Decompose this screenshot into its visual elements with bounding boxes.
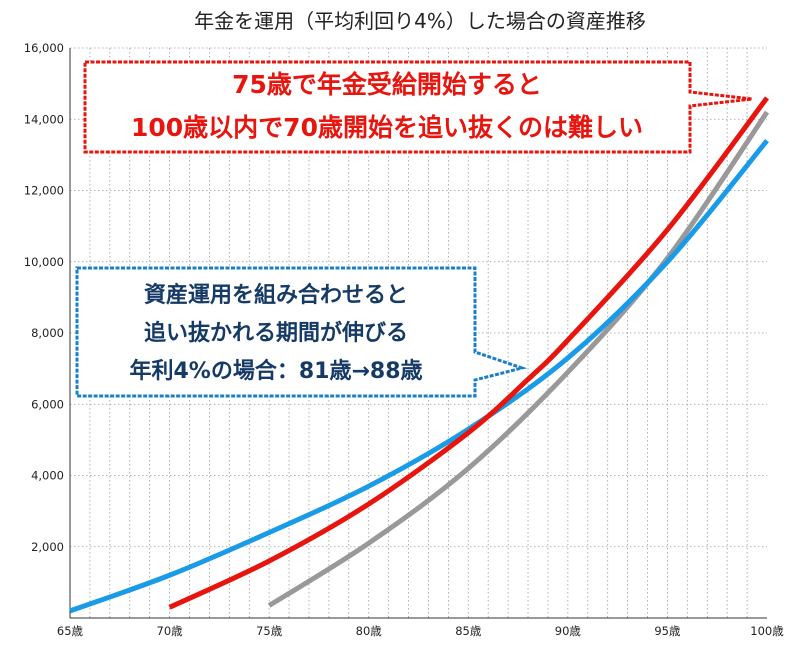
blue-callout: 資産運用を組み合わせると 追い抜かれる期間が伸びる 年利4%の場合：81歳→88… xyxy=(75,266,528,398)
x-tick-label: 70歳 xyxy=(157,624,184,638)
blue-callout-line-1: 資産運用を組み合わせると xyxy=(144,282,408,308)
gray-series-line xyxy=(267,110,770,608)
y-tick-label: 12,000 xyxy=(24,184,64,198)
blue-callout-shape xyxy=(75,266,528,398)
x-axis-ticks: 65歳 70歳 75歳 80歳 85歳 90歳 95歳 100歳 xyxy=(57,624,784,638)
blue-callout-line-2: 追い抜かれる期間が伸びる xyxy=(144,320,408,346)
red-callout: 75歳で年金受給開始すると 100歳以内で70歳開始を追い抜くのは難しい xyxy=(83,60,753,154)
y-tick-label: 10,000 xyxy=(24,255,64,269)
x-tick-label: 90歳 xyxy=(555,624,582,638)
y-tick-label: 16,000 xyxy=(24,41,64,55)
x-tick-label: 80歳 xyxy=(356,624,383,638)
red-series-line xyxy=(168,96,769,610)
y-tick-label: 8,000 xyxy=(31,326,64,340)
y-axis-ticks: 2,000 4,000 6,000 8,000 10,000 12,000 14,000 16… xyxy=(24,41,64,554)
callouts: 75歳で年金受給開始すると 100歳以内で70歳開始を追い抜くのは難しい 資産運… xyxy=(75,60,753,398)
series-lines xyxy=(69,96,770,614)
red-callout-line-2: 100歳以内で70歳開始を追い抜くのは難しい xyxy=(131,113,643,142)
chart-title: 年金を運用（平均利回り4%）した場合の資産推移 xyxy=(194,9,646,33)
y-tick-label: 6,000 xyxy=(31,397,64,411)
x-tick-label: 95歳 xyxy=(654,624,681,638)
blue-callout-line-3: 年利4%の場合：81歳→88歳 xyxy=(129,358,422,384)
x-tick-label: 100歳 xyxy=(750,624,784,638)
y-tick-label: 4,000 xyxy=(31,469,64,483)
x-tick-label: 75歳 xyxy=(256,624,283,638)
red-callout-line-1: 75歳で年金受給開始すると xyxy=(232,70,542,99)
y-tick-label: 14,000 xyxy=(24,112,64,126)
x-tick-label: 85歳 xyxy=(455,624,482,638)
axes xyxy=(69,48,767,619)
red-callout-shape xyxy=(83,60,753,154)
blue-series-line xyxy=(69,139,769,614)
x-tick-label: 65歳 xyxy=(57,624,84,638)
y-tick-label: 2,000 xyxy=(31,540,64,554)
